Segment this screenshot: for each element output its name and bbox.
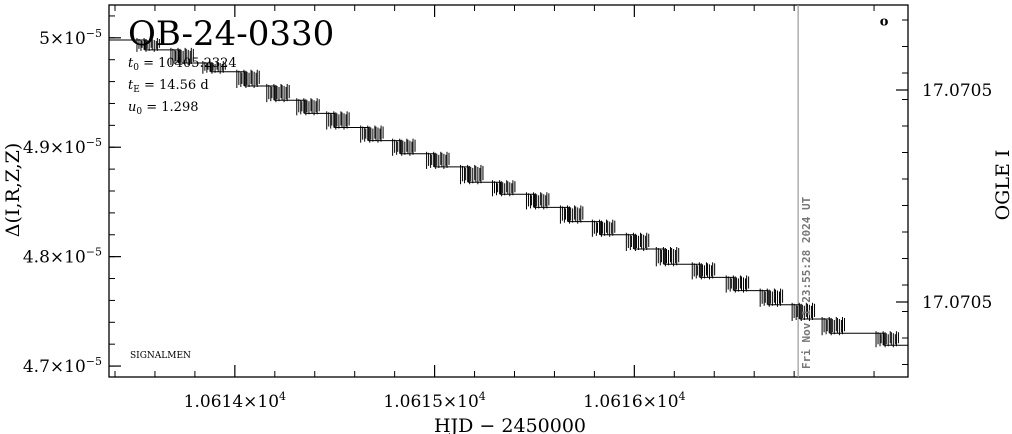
param-t0: t0 = 10405.2324 — [128, 56, 237, 73]
chart-title: OB-24-0330 — [128, 14, 334, 54]
step-cluster — [791, 302, 816, 322]
step-cluster — [170, 47, 194, 65]
step-cluster — [821, 317, 845, 336]
step-cluster — [236, 69, 260, 88]
step-cluster — [460, 164, 484, 185]
param-te: tE = 14.56 d — [128, 78, 209, 95]
x-tick-label: 1.0616×104 — [583, 390, 685, 412]
y-tick-label: 5×10−5 — [39, 27, 102, 49]
step-cluster — [875, 331, 899, 348]
step-cluster — [725, 275, 750, 293]
step-cluster — [492, 180, 516, 197]
x-tick-label: 1.0615×104 — [383, 390, 485, 412]
y-right-tick-label: 17.0705 — [922, 81, 992, 101]
y-right-tick-label: 17.0705 — [922, 293, 992, 313]
step-cluster — [759, 288, 784, 307]
step-cluster — [360, 125, 384, 143]
step-cluster — [326, 111, 350, 130]
x-axis-label: HJD − 2450000 — [434, 415, 586, 434]
step-cluster — [296, 98, 320, 116]
step-cluster — [559, 205, 584, 224]
marker-symbol: o — [880, 14, 889, 29]
step-cluster — [392, 138, 416, 156]
step-cluster — [266, 83, 290, 103]
y-tick-label: 4.8×10−5 — [23, 246, 102, 268]
step-cluster — [202, 60, 226, 74]
y-tick-label: 4.9×10−5 — [23, 136, 102, 158]
step-cluster — [655, 246, 680, 267]
series-line — [109, 39, 909, 352]
step-cluster — [591, 219, 616, 237]
y-axis-left-label: Δ(I,R,Z,Z) — [2, 143, 24, 238]
step-cluster — [525, 192, 550, 210]
x-tick-label: 1.0614×104 — [184, 390, 286, 412]
step-cluster — [625, 232, 650, 251]
step-cluster — [691, 262, 716, 280]
param-u0: u0 = 1.298 — [128, 100, 198, 117]
y-axis-right-label: OGLE I — [992, 150, 1012, 221]
vline-label: Fri Nov 1 23:55:28 2024 UT — [800, 196, 813, 369]
y-tick-label: 4.7×10−5 — [23, 355, 102, 377]
step-cluster — [426, 151, 450, 169]
step-cluster — [136, 38, 160, 52]
watermark: SIGNALMEN — [130, 351, 191, 361]
